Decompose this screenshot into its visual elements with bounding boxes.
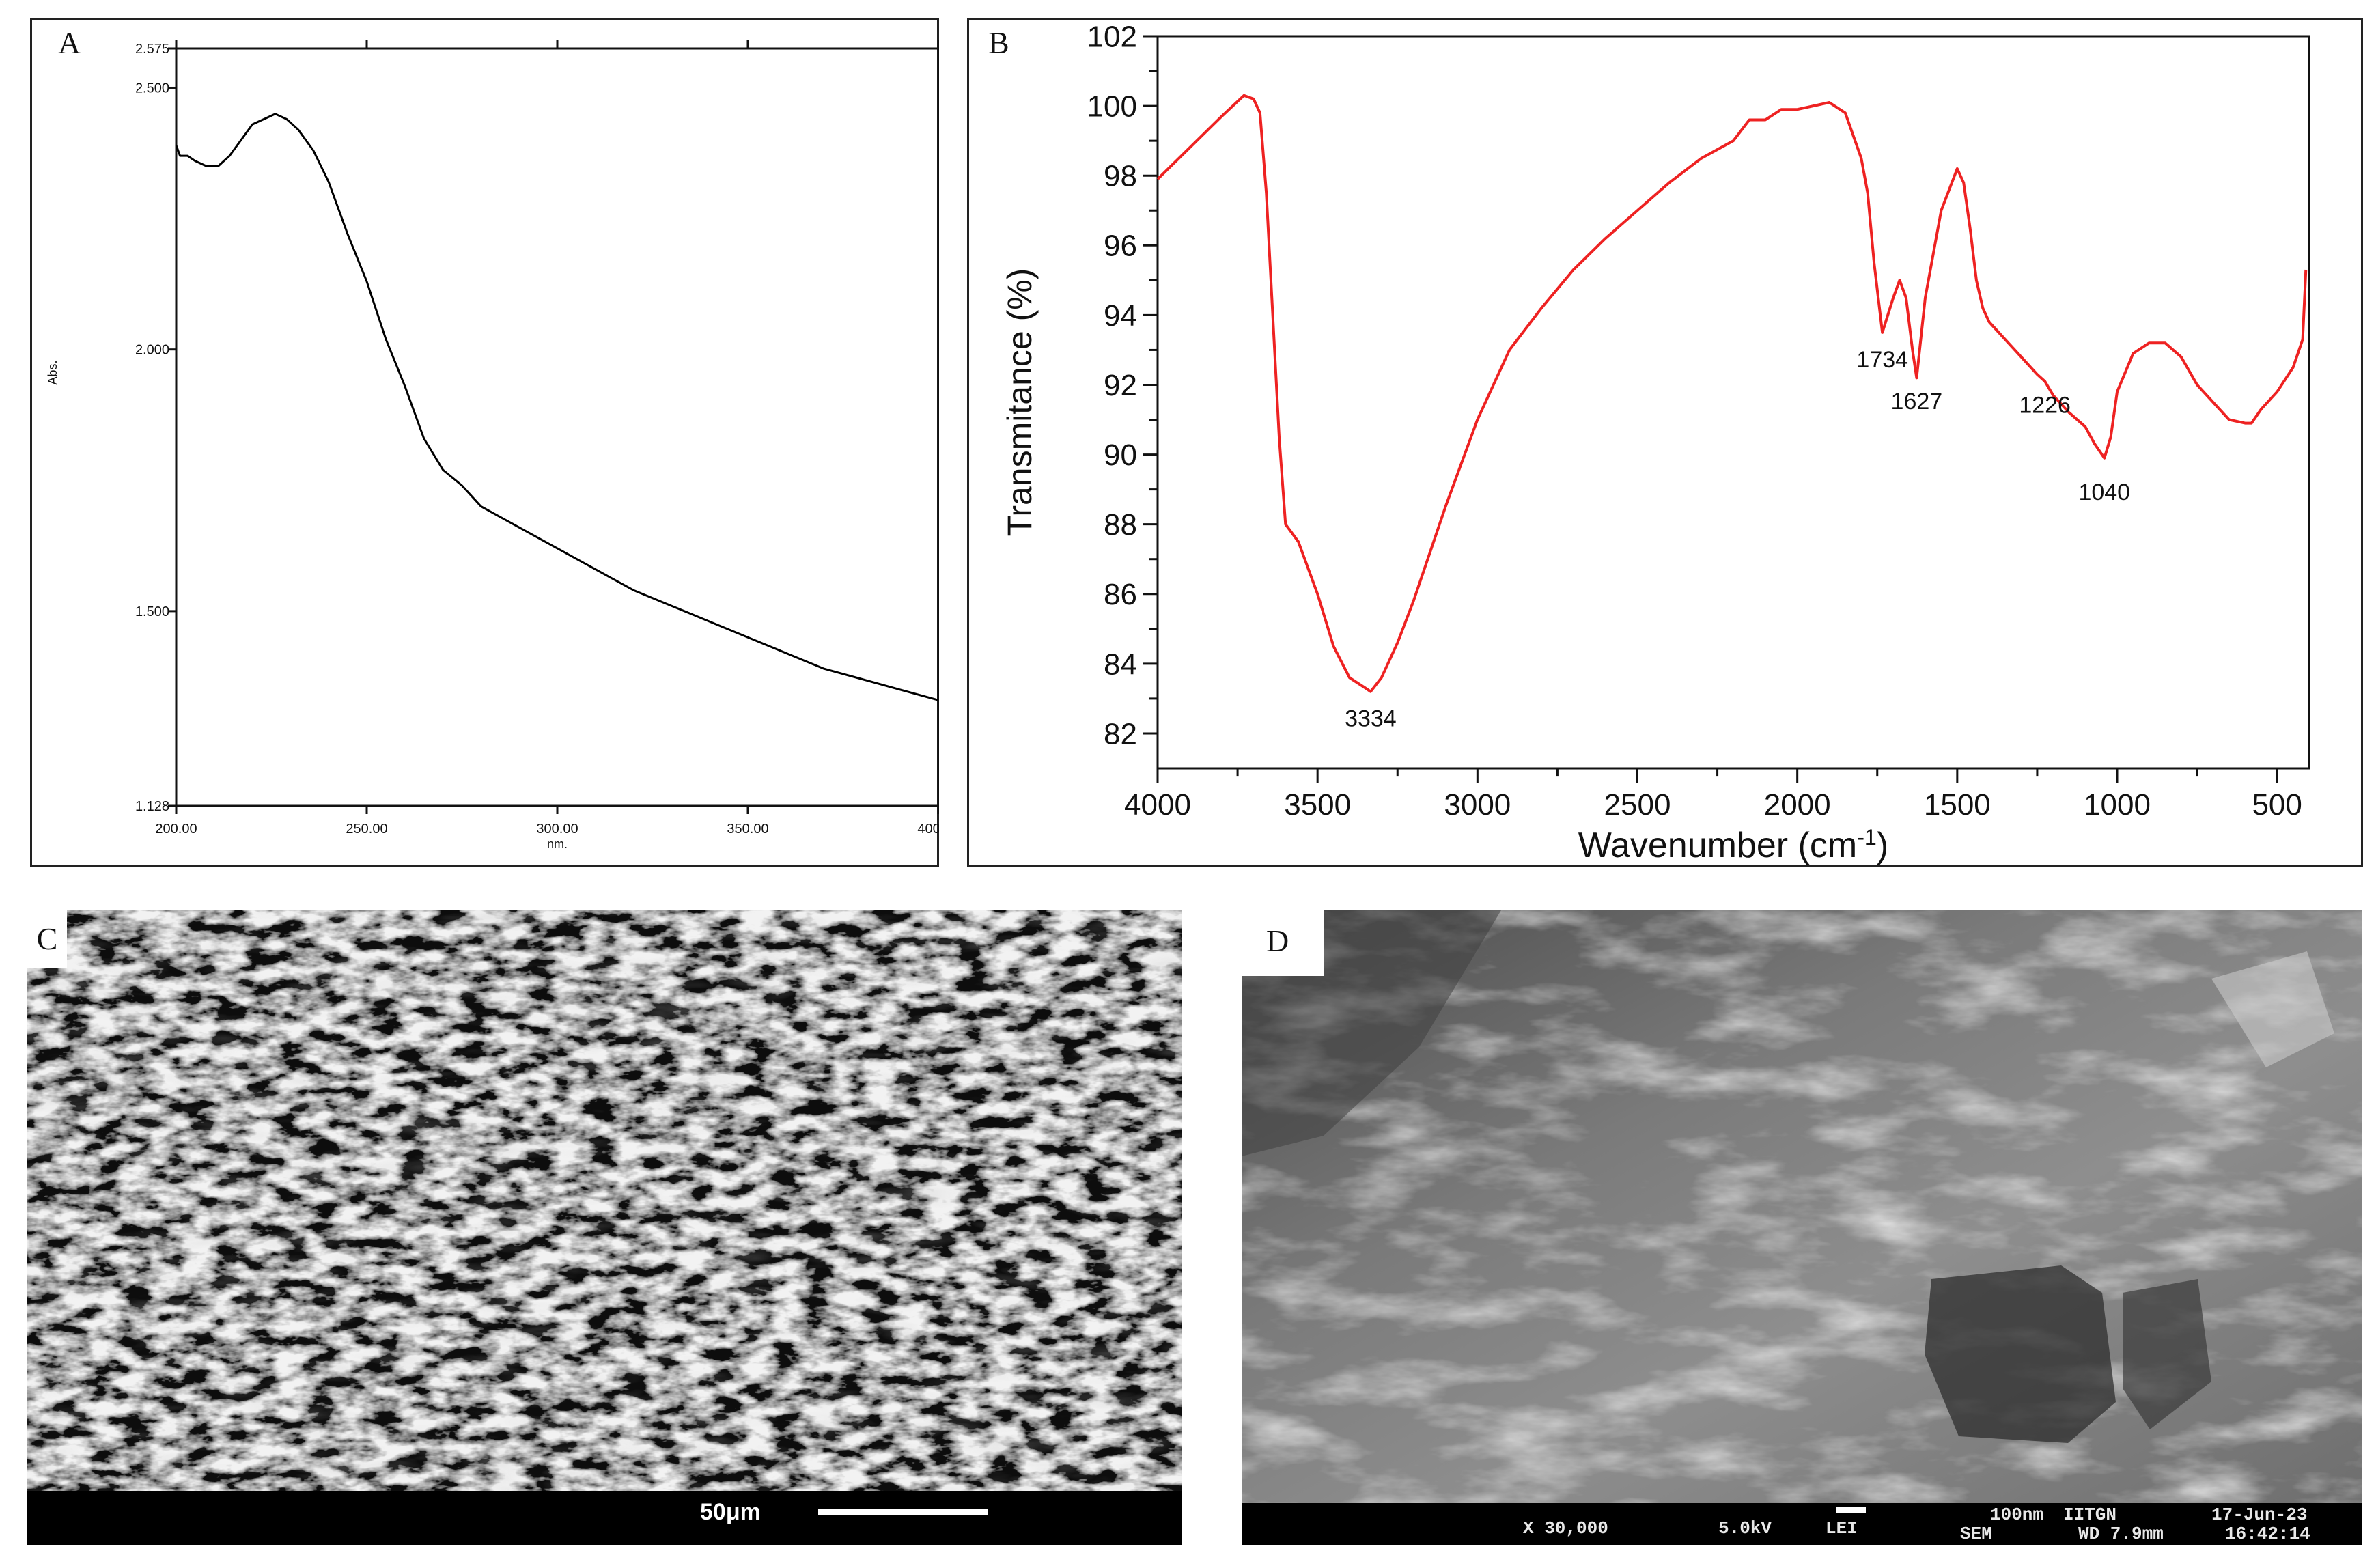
x-tick-label: 1500 bbox=[1924, 788, 1991, 822]
panel-d-letter: D bbox=[1242, 910, 1324, 976]
peak-label: 1627 bbox=[1891, 389, 1943, 415]
panel-d-working-distance: WD 7.9mm bbox=[2078, 1524, 2164, 1544]
x-tick-label: 2000 bbox=[1764, 788, 1831, 822]
panel-c-scale-label: 50μm bbox=[700, 1499, 761, 1525]
y-tick-label: 1.500 bbox=[135, 604, 169, 619]
x-tick-label: 4000 bbox=[1124, 788, 1191, 822]
series-line-0 bbox=[175, 113, 939, 701]
panel-d-voltage: 5.0kV bbox=[1718, 1518, 1772, 1539]
panel-d-institute: IITGN bbox=[2063, 1504, 2117, 1525]
y-tick-label: 84 bbox=[1104, 647, 1137, 681]
panel-d-magnification: X 30,000 bbox=[1523, 1518, 1608, 1539]
panel-d-scale-label: 100nm bbox=[1990, 1504, 2044, 1525]
x-tick-label: 3000 bbox=[1444, 788, 1511, 822]
x-tick-label: 400.00 bbox=[917, 822, 939, 837]
sem-image-c bbox=[27, 910, 1182, 1491]
peak-label: 3334 bbox=[1345, 706, 1397, 732]
panel-d-date: 17-Jun-23 bbox=[2211, 1504, 2308, 1525]
panel-b-letter: B bbox=[988, 25, 1009, 60]
panel-b: B 4000 3500 3000 2500 2000 1500 1000 500 82 84 86 8… bbox=[967, 18, 2363, 867]
y-tick-label: 88 bbox=[1104, 508, 1137, 542]
panel-a: A 200.00 250.00 300.00 350.00 400.00 1.128 1.5… bbox=[30, 18, 939, 867]
panel-d-info-bar: X 30,000 5.0kV LEI 100nm IITGN SEM WD 7.… bbox=[1242, 1503, 2362, 1545]
ftir-chart: 4000 3500 3000 2500 2000 1500 1000 500 82 84 86 88 9… bbox=[1001, 20, 2310, 865]
panel-c-scale-bar bbox=[818, 1509, 988, 1515]
x-axis-label: Wavenumber (cm-1) bbox=[1578, 825, 1888, 865]
panel-c-letter: C bbox=[27, 910, 67, 968]
x-tick-label: 2500 bbox=[1604, 788, 1671, 822]
x-tick-label: 1000 bbox=[2084, 788, 2151, 822]
panel-a-letter: A bbox=[58, 25, 81, 60]
y-tick-label: 96 bbox=[1104, 229, 1137, 263]
peak-label: 1226 bbox=[2019, 392, 2071, 418]
panel-d-time: 16:42:14 bbox=[2225, 1524, 2310, 1544]
y-tick-label: 92 bbox=[1104, 369, 1137, 402]
x-tick-label: 300.00 bbox=[536, 822, 578, 837]
y-tick-label: 2.575 bbox=[135, 42, 169, 57]
x-tick-label: 350.00 bbox=[727, 822, 768, 837]
x-tick-label: 250.00 bbox=[346, 822, 387, 837]
peak-label: 1040 bbox=[2078, 479, 2130, 505]
y-tick-label: 2.500 bbox=[135, 81, 169, 96]
x-axis-label: nm. bbox=[547, 837, 568, 851]
panel-d: D X 30,000 5.0kV LEI 100nm IITGN SEM WD … bbox=[1242, 910, 2362, 1545]
y-tick-label: 102 bbox=[1087, 20, 1137, 53]
panel-c: C 50μm bbox=[27, 910, 1182, 1545]
y-tick-label: 98 bbox=[1104, 160, 1137, 193]
plot-frame bbox=[1156, 35, 2310, 770]
y-tick-label: 100 bbox=[1087, 89, 1137, 123]
panel-d-scale-bar bbox=[1836, 1507, 1866, 1513]
panel-d-detector: LEI bbox=[1826, 1518, 1858, 1539]
panel-d-mode: SEM bbox=[1960, 1524, 1992, 1544]
y-axis-label: Abs. bbox=[46, 360, 59, 384]
panel-c-info-bar: 50μm bbox=[27, 1491, 1182, 1545]
peak-label: 1734 bbox=[1856, 347, 1908, 373]
x-tick-label: 500 bbox=[2252, 788, 2302, 822]
y-tick-label: 82 bbox=[1104, 717, 1137, 751]
uv-vis-chart: 200.00 250.00 300.00 350.00 400.00 1.128 1.500… bbox=[46, 40, 939, 851]
y-tick-label: 2.000 bbox=[135, 343, 169, 358]
plot-frame bbox=[175, 47, 939, 807]
y-tick-label: 90 bbox=[1104, 438, 1137, 472]
y-tick-label: 86 bbox=[1104, 578, 1137, 611]
y-axis-label: Transmitance (%) bbox=[1001, 268, 1039, 537]
x-tick-label: 200.00 bbox=[155, 822, 197, 837]
x-tick-label: 3500 bbox=[1284, 788, 1351, 822]
y-tick-label: 1.128 bbox=[135, 799, 169, 814]
sem-image-d bbox=[1242, 910, 2362, 1503]
y-tick-label: 94 bbox=[1104, 299, 1137, 333]
series-line-0 bbox=[1156, 94, 2308, 693]
